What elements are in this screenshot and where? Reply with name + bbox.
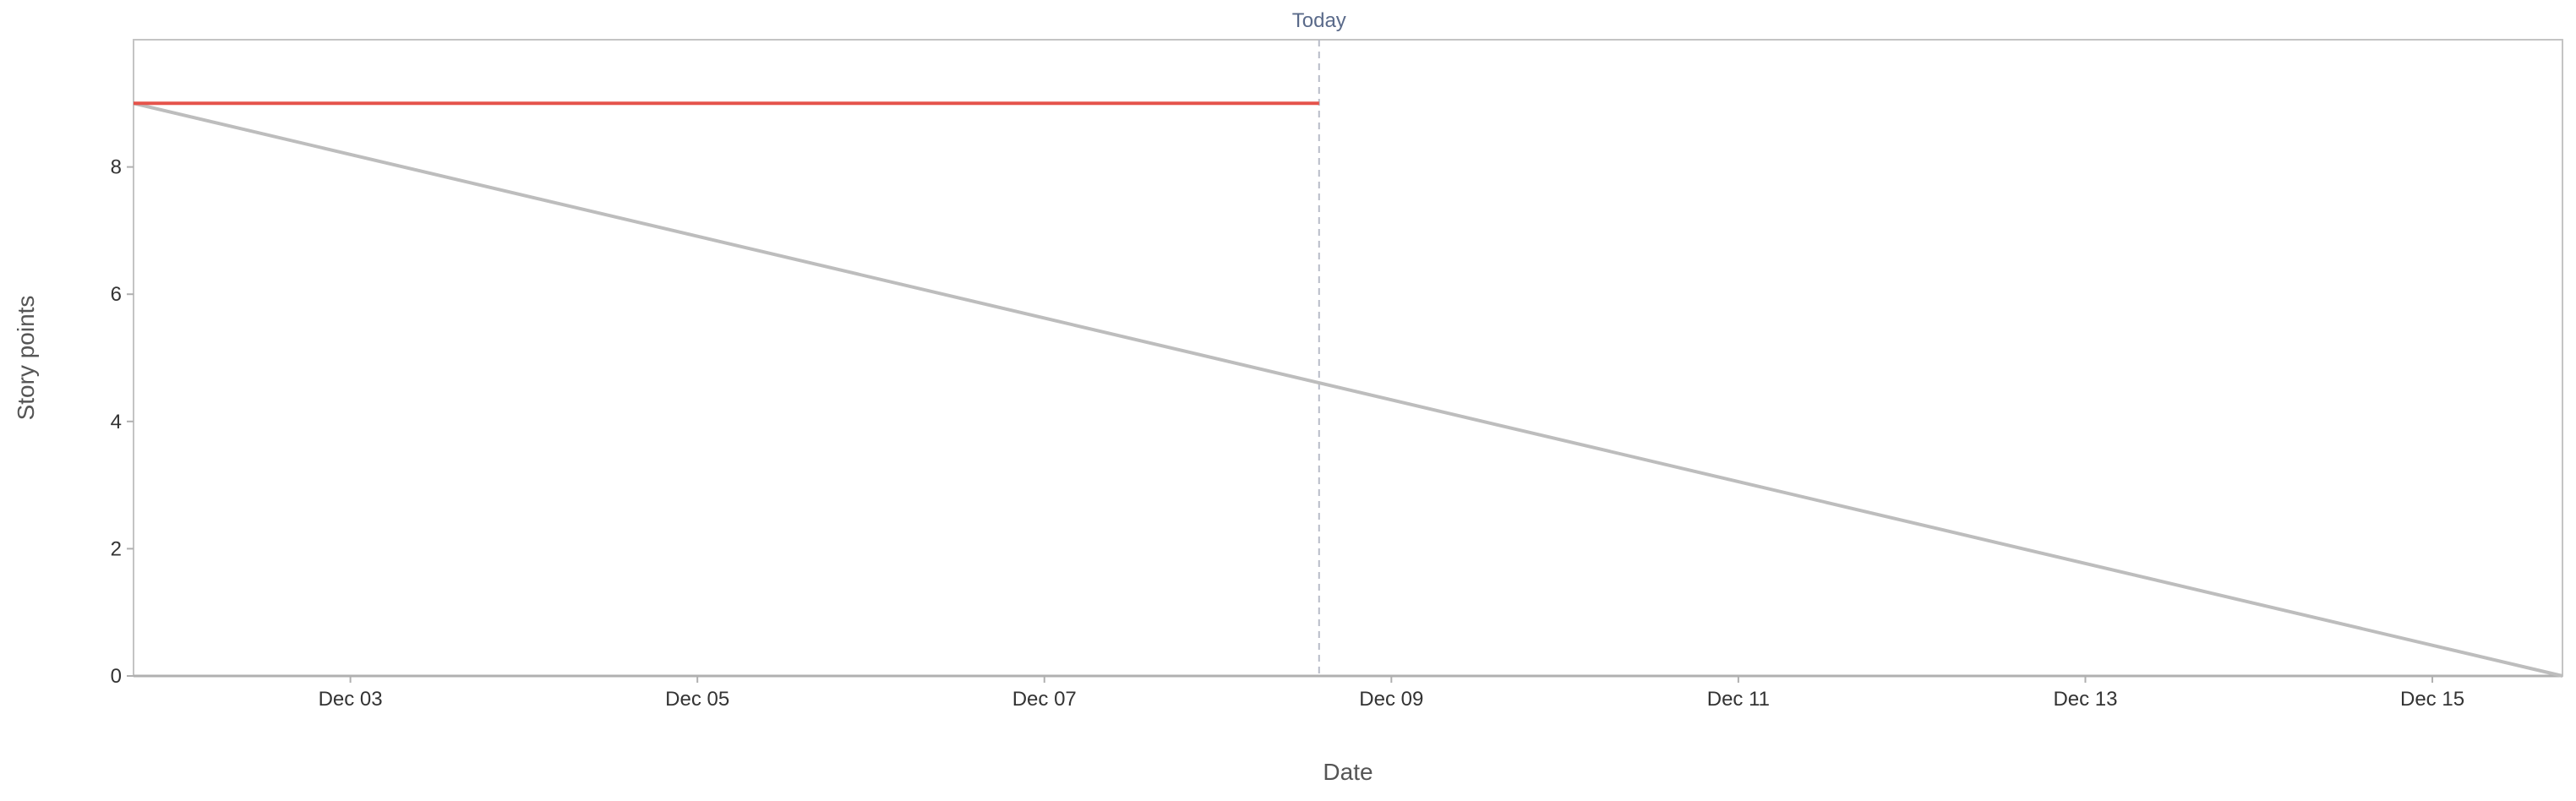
y-tick-label: 8	[111, 156, 122, 179]
x-axis: Dec 03 Dec 05 Dec 07 Dec 09 Dec 11 Dec 13 Dec …	[319, 676, 2464, 711]
plot-frame	[133, 39, 2563, 677]
plot-area	[133, 39, 2563, 678]
x-tick-label: Dec 03	[319, 688, 383, 711]
y-tick-label: 0	[111, 665, 122, 688]
y-tick-label: 2	[111, 537, 122, 560]
y-tick-label: 4	[111, 411, 122, 433]
x-tick-label: Dec 15	[2400, 688, 2464, 711]
y-tick-label: 6	[111, 283, 122, 306]
x-tick-label: Dec 13	[2053, 688, 2117, 711]
x-tick-label: Dec 11	[1707, 688, 1770, 711]
x-tick-label: Dec 07	[1012, 688, 1077, 711]
y-axis-title: Story points	[13, 296, 39, 421]
x-tick-label: Dec 09	[1359, 688, 1423, 711]
x-axis-title: Date	[1323, 759, 1373, 785]
y-axis: 0 2 4 6 8	[111, 156, 134, 688]
x-tick-label: Dec 05	[665, 688, 729, 711]
today-label: Today	[1292, 9, 1346, 32]
series-line-ideal	[133, 101, 2563, 678]
series-group	[133, 101, 2563, 678]
